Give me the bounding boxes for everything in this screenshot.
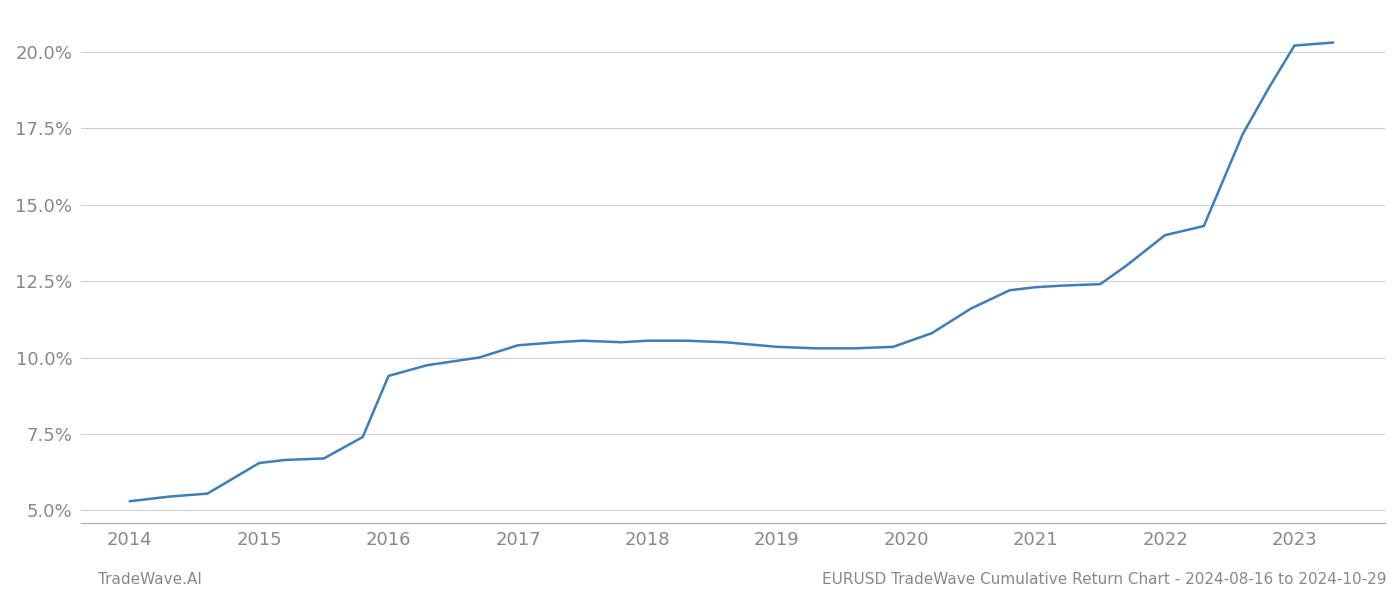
Text: EURUSD TradeWave Cumulative Return Chart - 2024-08-16 to 2024-10-29: EURUSD TradeWave Cumulative Return Chart… — [822, 572, 1386, 587]
Text: TradeWave.AI: TradeWave.AI — [98, 572, 202, 587]
